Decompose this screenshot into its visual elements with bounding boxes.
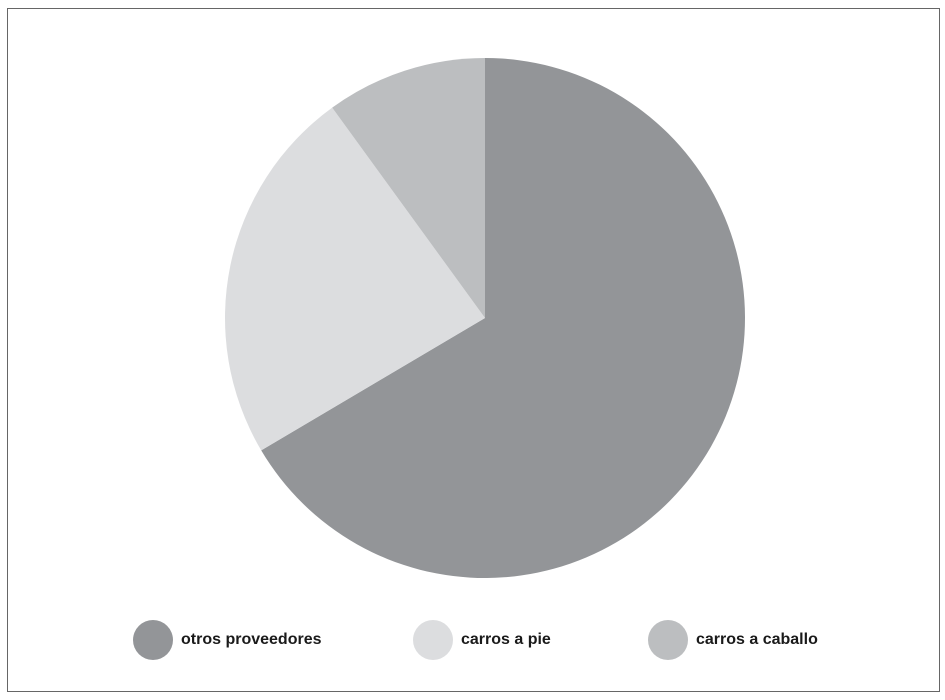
legend-label-carros-a-pie: carros a pie	[461, 631, 551, 648]
legend-item-carros-a-pie: carros a pie	[413, 620, 551, 660]
legend-item-carros-a-caballo: carros a caballo	[648, 620, 818, 660]
pie-slice-carros-a-pie	[225, 107, 485, 451]
legend-swatch-otros-proveedores	[133, 620, 173, 660]
pie-slice-otros-proveedores	[261, 58, 745, 578]
legend-swatch-carros-a-caballo	[648, 620, 688, 660]
pie-slice-carros-a-caballo	[332, 58, 485, 318]
legend-swatch-carros-a-pie	[413, 620, 453, 660]
legend-item-otros-proveedores: otros proveedores	[133, 620, 321, 660]
legend-label-otros-proveedores: otros proveedores	[181, 631, 322, 648]
legend-label-carros-a-caballo: carros a caballo	[696, 631, 818, 648]
